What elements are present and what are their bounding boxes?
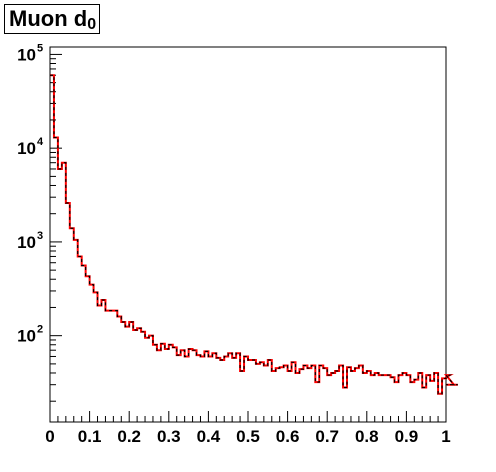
y-tick-label: 10 [17, 45, 36, 64]
y-tick-base: 10 [17, 139, 36, 158]
y-tick-label: 10 [17, 139, 36, 158]
x-tick-label: 0 [45, 427, 54, 446]
x-tick-label: 0.2 [117, 427, 141, 446]
y-tick-base: 10 [17, 327, 36, 346]
x-tick-label: 0.3 [157, 427, 181, 446]
x-tick-label: 0.5 [236, 427, 260, 446]
series-group [50, 74, 458, 395]
y-tick-base: 10 [17, 233, 36, 252]
chart-title-text: Muon d [9, 6, 88, 31]
chart-title: Muon d0 [4, 4, 100, 34]
y-tick-label: 10 [17, 327, 36, 346]
histogram-series-dashed [50, 74, 458, 395]
x-tick-label: 0.4 [197, 427, 221, 446]
y-tick-exponent: 5 [37, 42, 43, 54]
y-tick-exponent: 3 [37, 230, 43, 242]
x-tick-label: 0.7 [315, 427, 339, 446]
y-tick-label: 10 [17, 233, 36, 252]
x-tick-label: 0.1 [78, 427, 102, 446]
y-tick-exponent: 2 [37, 324, 43, 336]
x-tick-label: 0.6 [276, 427, 300, 446]
plot-frame [49, 46, 447, 423]
chart-title-subscript: 0 [87, 16, 97, 33]
x-tick-label: 1 [441, 427, 450, 446]
y-tick-base: 10 [17, 45, 36, 64]
x-tick-label: 0.8 [355, 427, 379, 446]
x-tick-label: 0.9 [395, 427, 419, 446]
x-axis: 0 0.1 0.2 0.3 0.4 0.5 0.6 0.7 0.8 0.9 1 [45, 411, 451, 446]
y-tick-exponent: 4 [37, 136, 44, 148]
